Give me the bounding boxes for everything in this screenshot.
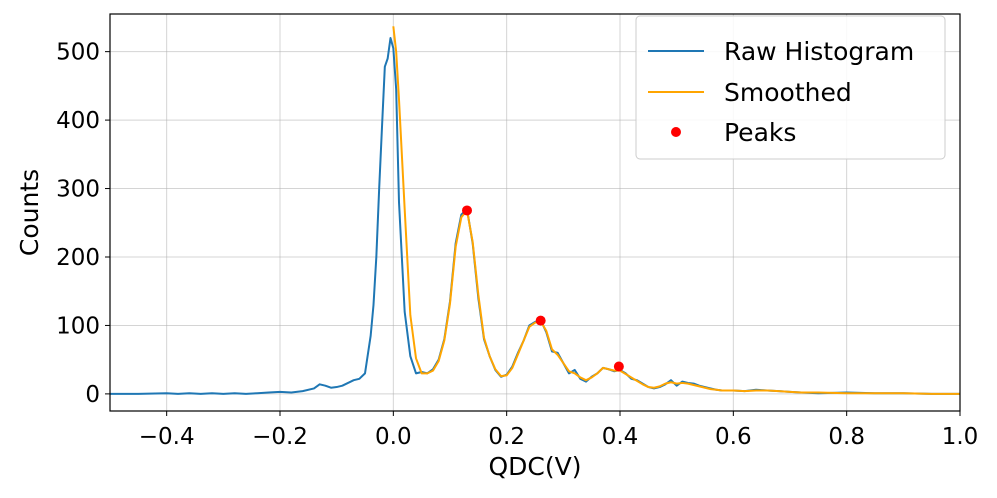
x-tick-label: 0.4 xyxy=(602,424,639,450)
legend-label-raw-histogram: Raw Histogram xyxy=(724,37,914,66)
series-layer xyxy=(110,26,960,395)
x-tick-label: 1.0 xyxy=(942,424,979,450)
legend-box xyxy=(635,15,946,160)
y-tick-label: 200 xyxy=(56,245,100,271)
y-tick-label: 300 xyxy=(56,177,100,203)
x-tick-label: 0.2 xyxy=(488,424,525,450)
series-line-smoothed xyxy=(392,26,960,395)
y-tick-label: 500 xyxy=(56,40,100,66)
legend: Raw Histogram Smoothed Peaks xyxy=(635,15,946,160)
peak-marker xyxy=(613,361,624,372)
x-tick-label: −0.2 xyxy=(252,424,308,450)
legend-swatch-peaks xyxy=(671,127,681,137)
x-tick-label: 0.6 xyxy=(715,424,752,450)
x-tick-label: 0.0 xyxy=(375,424,412,450)
peak-marker xyxy=(535,315,546,326)
legend-label-smoothed: Smoothed xyxy=(724,78,852,107)
x-tick-label: −0.4 xyxy=(139,424,195,450)
y-tick-label: 100 xyxy=(56,313,100,339)
y-axis-label: Counts xyxy=(15,169,44,256)
y-tick-label: 0 xyxy=(85,382,100,408)
legend-label-peaks: Peaks xyxy=(724,118,796,147)
y-tick-label: 400 xyxy=(56,108,100,134)
plot-frame xyxy=(109,13,961,412)
x-tick-label: 0.8 xyxy=(828,424,865,450)
peak-marker xyxy=(462,205,472,216)
ticks: −0.4 −0.2 0.0 0.2 0.4 0.6 0.8 1.0 0 100 200 300 400 5… xyxy=(56,40,978,450)
x-axis-label: QDC(V) xyxy=(489,452,582,481)
